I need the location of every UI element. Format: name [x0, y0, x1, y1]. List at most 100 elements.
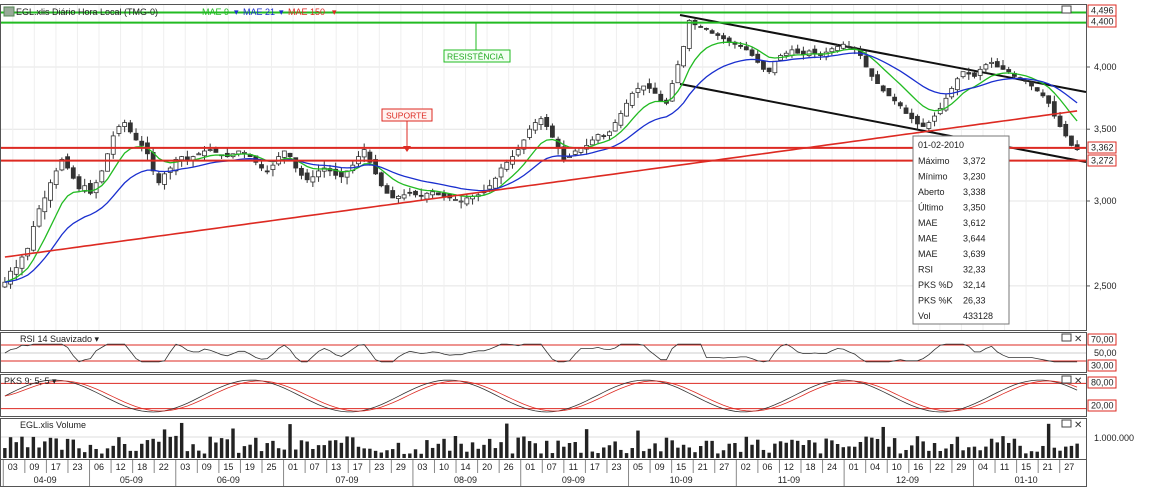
price-tick-label: 3,000 — [1094, 196, 1117, 206]
volume-bar — [202, 453, 207, 458]
data-window-value: 26,33 — [963, 296, 986, 306]
resistance-label: RESISTÊNCIA — [447, 52, 504, 62]
volume-bar — [562, 446, 566, 458]
volume-bar — [208, 436, 212, 458]
volume-bar — [476, 448, 480, 458]
volume-bar — [630, 448, 634, 458]
volume-bar — [567, 443, 572, 458]
volume-bar — [236, 452, 241, 458]
volume-bar — [995, 442, 1000, 458]
pks-panel-title[interactable]: PKS 9; 5; 5 ▾ — [4, 376, 57, 386]
volume-bar — [162, 429, 167, 458]
candle — [390, 190, 396, 199]
close-icon[interactable]: ✕ — [1074, 376, 1082, 387]
day-label: 09 — [202, 462, 212, 472]
volume-bar — [949, 444, 954, 458]
volume-bar — [887, 446, 891, 458]
candle — [932, 115, 937, 122]
candle — [846, 46, 852, 48]
volume-bar — [368, 448, 372, 458]
candle — [156, 173, 162, 184]
volume-bar — [544, 440, 549, 458]
volume-bar — [790, 439, 794, 458]
volume-bar — [100, 453, 104, 458]
volume-bar — [276, 448, 281, 458]
volume-bar — [453, 436, 458, 458]
candle — [435, 192, 441, 196]
data-window: 01-02-2010 Máximo 3,372 Mínimo 3,230 Aberto 3… — [912, 135, 1010, 325]
candle — [743, 46, 749, 51]
volume-bar — [921, 441, 925, 458]
month-label: 08-09 — [454, 475, 477, 485]
volume-bars — [1, 422, 1086, 458]
candle — [892, 96, 898, 102]
candle — [972, 72, 977, 77]
volume-bar — [847, 446, 851, 458]
volume-bar — [248, 444, 252, 458]
volume-bar — [670, 440, 674, 458]
maximize-icon[interactable] — [1061, 333, 1072, 342]
volume-bar — [944, 448, 948, 458]
candle — [65, 156, 70, 169]
volume-level-label: 1.000.000 — [1094, 433, 1134, 443]
maximize-icon[interactable] — [1061, 419, 1072, 428]
day-label: 06 — [762, 462, 772, 472]
candle — [806, 50, 812, 56]
data-window-label: Mínimo — [918, 172, 948, 182]
candle — [133, 132, 139, 141]
data-window-value: 32,14 — [963, 280, 986, 290]
candle — [378, 172, 384, 187]
volume-bar — [835, 443, 840, 458]
volume-bar — [71, 439, 76, 458]
candle — [30, 226, 36, 251]
pks-series — [1, 379, 1086, 413]
close-icon[interactable]: ✕ — [1074, 420, 1082, 431]
volume-bar — [425, 440, 429, 458]
maximize-icon[interactable] — [1061, 375, 1072, 384]
volume-bar — [465, 451, 469, 458]
chart-legend: EGL.xlis Diário Hora Local (TMG-0) MAE 9… — [3, 6, 337, 17]
volume-bar — [3, 448, 7, 458]
data-window-value: 32,33 — [963, 265, 986, 275]
dropdown-arrow-icon[interactable]: ▾ — [279, 7, 284, 17]
day-label: 26 — [504, 462, 514, 472]
volume-bar — [197, 450, 201, 458]
dropdown-arrow-icon[interactable]: ▾ — [332, 7, 337, 17]
candle — [960, 71, 966, 78]
day-label: 02 — [741, 462, 751, 472]
volume-bar — [191, 444, 195, 458]
volume-bar — [413, 449, 418, 458]
dropdown-arrow-icon[interactable]: ▾ — [234, 7, 239, 17]
candle — [738, 44, 744, 47]
rsi-panel-title[interactable]: RSI 14 Suavizado ▾ — [20, 334, 100, 344]
candle — [994, 61, 1000, 68]
maximize-icon[interactable] — [1061, 5, 1072, 14]
day-label: 29 — [396, 462, 406, 472]
volume-bar — [254, 437, 258, 458]
candle — [430, 191, 436, 196]
candle — [897, 102, 903, 107]
volume-bar — [299, 440, 304, 458]
symbol-icon[interactable] — [3, 6, 15, 17]
volume-bar — [174, 435, 178, 458]
volume-bar — [328, 440, 332, 458]
day-label: 22 — [159, 462, 169, 472]
pks-level-80: 80,00 — [1091, 378, 1114, 388]
volume-bar — [157, 441, 161, 458]
volume-bar — [687, 447, 692, 458]
volume-bar — [579, 452, 583, 458]
candle — [766, 67, 772, 73]
data-window-label: PKS %D — [918, 280, 954, 290]
pks-panel — [0, 374, 1087, 417]
volume-bar — [1024, 453, 1028, 458]
volume-bar — [362, 448, 366, 458]
volume-bar — [773, 443, 777, 458]
candle — [926, 122, 932, 129]
volume-bar — [584, 429, 589, 458]
volume-bar — [978, 450, 982, 458]
volume-bar — [396, 442, 401, 458]
volume-bar — [54, 438, 58, 458]
candle — [595, 134, 601, 141]
candle — [755, 53, 761, 63]
close-icon[interactable]: ✕ — [1074, 334, 1082, 345]
